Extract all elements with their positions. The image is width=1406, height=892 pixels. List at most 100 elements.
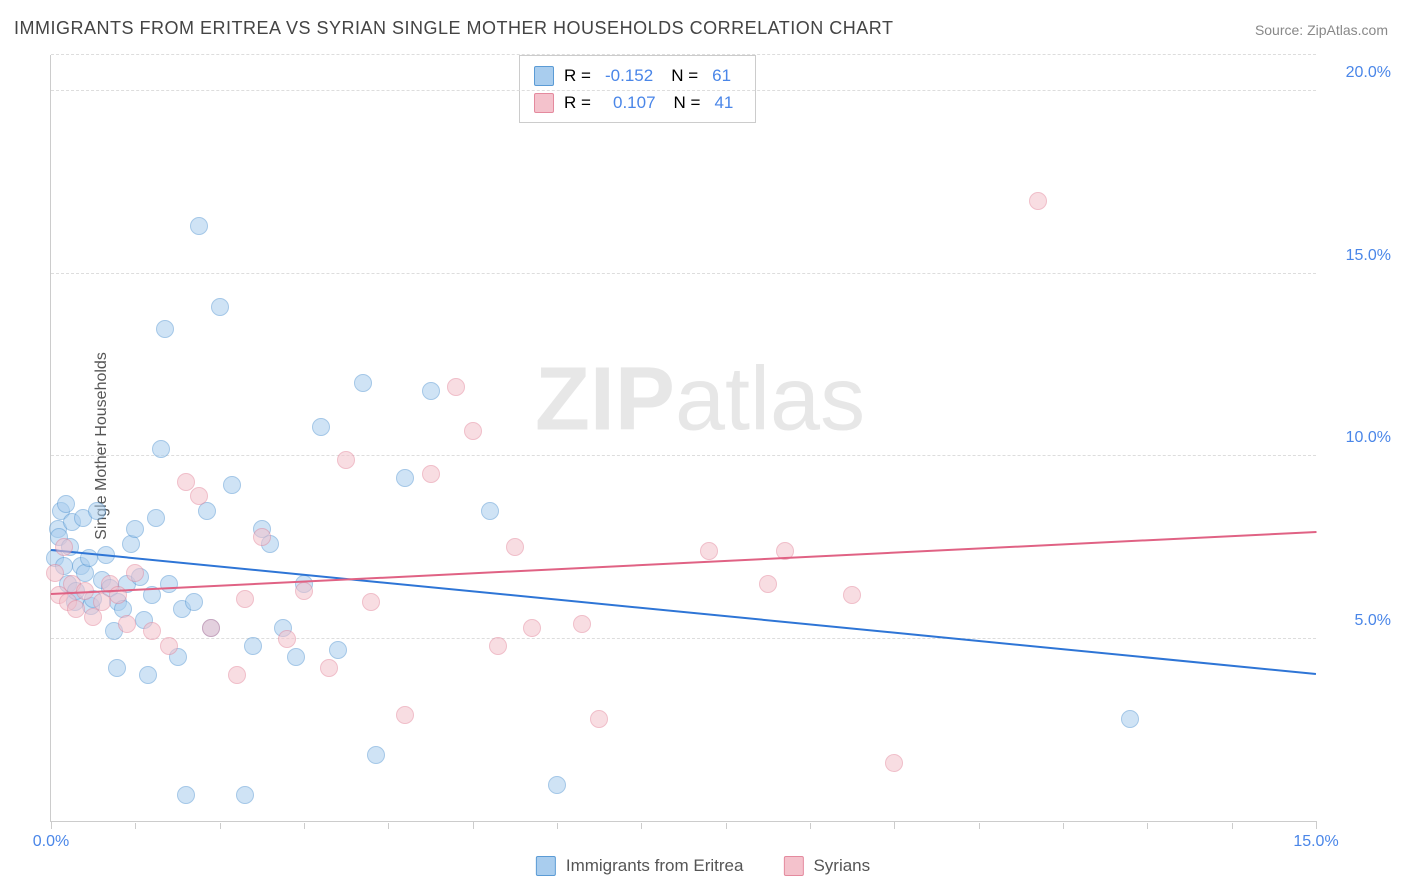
x-tick-minor — [557, 823, 558, 829]
x-tick — [894, 821, 895, 829]
scatter-point-series-1 — [506, 538, 524, 556]
scatter-point-series-1 — [253, 528, 271, 546]
scatter-point-series-0 — [108, 659, 126, 677]
x-tick-label: 15.0% — [1293, 833, 1338, 851]
scatter-point-series-0 — [139, 666, 157, 684]
x-tick-minor — [641, 823, 642, 829]
x-tick-minor — [1232, 823, 1233, 829]
watermark: ZIPatlas — [535, 348, 865, 451]
scatter-point-series-0 — [126, 520, 144, 538]
stat-n-series-0: 61 — [712, 62, 731, 89]
x-tick-minor — [1063, 823, 1064, 829]
plot-area: ZIPatlas R = -0.152 N = 61 R = 0.107 N =… — [50, 55, 1316, 822]
scatter-point-series-1 — [55, 538, 73, 556]
scatter-point-series-1 — [177, 473, 195, 491]
gridline — [51, 90, 1316, 91]
legend-item-series-0: Immigrants from Eritrea — [536, 856, 744, 876]
legend-swatch-series-0 — [536, 856, 556, 876]
scatter-point-series-0 — [177, 786, 195, 804]
x-tick-minor — [1147, 823, 1148, 829]
x-tick — [473, 821, 474, 829]
scatter-point-series-1 — [464, 422, 482, 440]
legend-label-series-1: Syrians — [813, 856, 870, 876]
stat-label-r: R = — [564, 62, 591, 89]
legend-swatch-series-1 — [783, 856, 803, 876]
y-tick-label: 5.0% — [1331, 612, 1391, 630]
scatter-point-series-1 — [700, 542, 718, 560]
x-tick-minor — [979, 823, 980, 829]
gridline — [51, 455, 1316, 456]
scatter-point-series-1 — [190, 487, 208, 505]
scatter-point-series-1 — [202, 619, 220, 637]
scatter-point-series-1 — [447, 378, 465, 396]
scatter-point-series-1 — [1029, 192, 1047, 210]
legend-swatch-series-1 — [534, 93, 554, 113]
x-tick-minor — [304, 823, 305, 829]
scatter-point-series-1 — [337, 451, 355, 469]
x-tick-minor — [135, 823, 136, 829]
scatter-point-series-0 — [548, 776, 566, 794]
scatter-point-series-0 — [329, 641, 347, 659]
scatter-point-series-1 — [590, 710, 608, 728]
y-tick-label: 15.0% — [1331, 247, 1391, 265]
scatter-point-series-0 — [481, 502, 499, 520]
trend-line-series-0 — [51, 549, 1316, 675]
stats-legend-row: R = 0.107 N = 41 — [534, 89, 741, 116]
stats-legend-row: R = -0.152 N = 61 — [534, 62, 741, 89]
scatter-point-series-1 — [396, 706, 414, 724]
scatter-point-series-1 — [320, 659, 338, 677]
stat-label-r: R = — [564, 89, 591, 116]
scatter-point-series-1 — [489, 637, 507, 655]
scatter-point-series-1 — [278, 630, 296, 648]
scatter-point-series-0 — [88, 502, 106, 520]
x-tick-minor — [810, 823, 811, 829]
scatter-point-series-1 — [236, 590, 254, 608]
scatter-point-series-0 — [152, 440, 170, 458]
scatter-point-series-1 — [228, 666, 246, 684]
trend-line-series-1 — [51, 531, 1316, 595]
x-tick-minor — [220, 823, 221, 829]
scatter-point-series-1 — [143, 622, 161, 640]
scatter-point-series-1 — [759, 575, 777, 593]
gridline — [51, 54, 1316, 55]
scatter-point-series-1 — [573, 615, 591, 633]
scatter-point-series-1 — [523, 619, 541, 637]
stat-label-n: N = — [674, 89, 701, 116]
scatter-point-series-1 — [160, 637, 178, 655]
source-attribution: Source: ZipAtlas.com — [1255, 22, 1388, 38]
scatter-point-series-1 — [362, 593, 380, 611]
scatter-point-series-1 — [126, 564, 144, 582]
scatter-point-series-0 — [422, 382, 440, 400]
stats-legend: R = -0.152 N = 61 R = 0.107 N = 41 — [519, 55, 756, 123]
scatter-point-series-0 — [211, 298, 229, 316]
stat-label-n: N = — [671, 62, 698, 89]
x-tick — [51, 821, 52, 829]
scatter-point-series-0 — [156, 320, 174, 338]
scatter-point-series-1 — [118, 615, 136, 633]
x-tick-minor — [726, 823, 727, 829]
y-tick-label: 10.0% — [1331, 429, 1391, 447]
scatter-point-series-1 — [93, 593, 111, 611]
scatter-point-series-0 — [57, 495, 75, 513]
scatter-point-series-0 — [287, 648, 305, 666]
scatter-point-series-0 — [396, 469, 414, 487]
scatter-point-series-1 — [422, 465, 440, 483]
scatter-point-series-0 — [312, 418, 330, 436]
scatter-point-series-0 — [223, 476, 241, 494]
watermark-light: atlas — [675, 349, 865, 449]
x-tick-minor — [388, 823, 389, 829]
scatter-point-series-0 — [185, 593, 203, 611]
scatter-point-series-0 — [147, 509, 165, 527]
stat-n-series-1: 41 — [714, 89, 733, 116]
scatter-point-series-1 — [885, 754, 903, 772]
x-tick — [1316, 821, 1317, 829]
series-legend: Immigrants from Eritrea Syrians — [536, 856, 870, 876]
scatter-point-series-0 — [1121, 710, 1139, 728]
scatter-point-series-0 — [367, 746, 385, 764]
chart-title: IMMIGRANTS FROM ERITREA VS SYRIAN SINGLE… — [14, 18, 893, 39]
scatter-point-series-0 — [244, 637, 262, 655]
y-tick-label: 20.0% — [1331, 64, 1391, 82]
scatter-point-series-0 — [236, 786, 254, 804]
legend-label-series-0: Immigrants from Eritrea — [566, 856, 744, 876]
x-tick-label: 0.0% — [33, 833, 69, 851]
